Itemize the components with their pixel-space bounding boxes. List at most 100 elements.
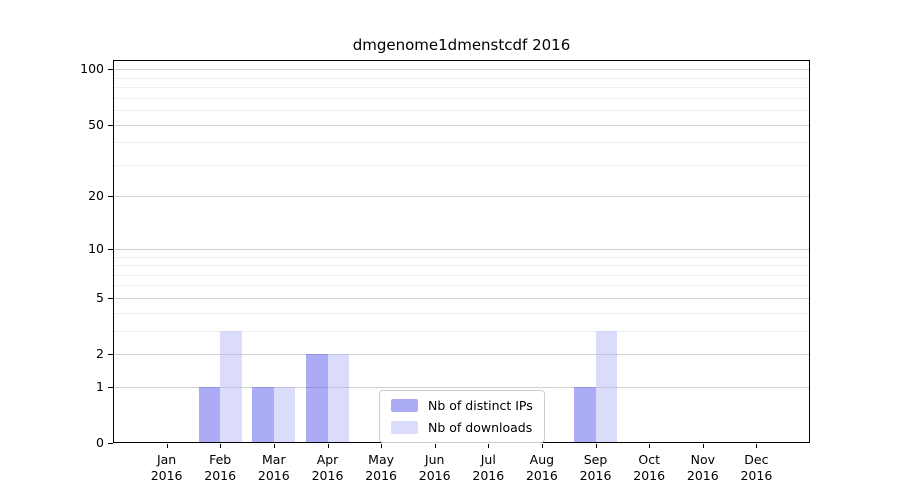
y-tick-label: 10 — [88, 240, 104, 256]
x-tick-label: Jan 2016 — [139, 452, 195, 484]
legend-item: Nb of downloads — [391, 420, 533, 435]
x-tick-year: 2016 — [418, 468, 451, 483]
bar-distinct-ips — [198, 386, 221, 442]
gridline-minor — [114, 164, 809, 166]
gridline-minor — [114, 265, 809, 266]
bar-downloads — [595, 330, 617, 442]
x-tick-label: Jul 2016 — [460, 452, 516, 484]
x-tick-month: Jun — [424, 452, 445, 467]
y-tick — [108, 443, 113, 444]
y-tick-label: 20 — [88, 188, 104, 204]
bar-distinct-ips — [574, 386, 596, 442]
gridline-major — [114, 354, 809, 355]
bar-downloads — [220, 330, 242, 442]
x-tick-label: Nov 2016 — [675, 452, 731, 484]
x-tick-month: Aug — [529, 452, 555, 467]
y-tick — [108, 69, 113, 71]
legend-swatch — [391, 399, 418, 412]
chart-title: dmgenome1dmenstcdf 2016 — [352, 36, 571, 54]
x-tick-month: Sep — [583, 452, 608, 467]
y-tick — [108, 124, 113, 126]
legend-label: Nb of downloads — [428, 420, 533, 435]
gridline-minor — [114, 312, 809, 314]
x-tick-label: Feb 2016 — [192, 452, 248, 484]
x-tick-year: 2016 — [150, 468, 183, 483]
bar-downloads — [327, 354, 349, 442]
plot-area-border — [113, 60, 810, 443]
y-tick-label: 2 — [96, 346, 104, 361]
legend: Nb of distinct IPs Nb of downloads — [379, 390, 545, 443]
bar-distinct-ips — [306, 354, 328, 442]
x-tick-label: Apr 2016 — [300, 452, 356, 484]
x-tick-year: 2016 — [579, 468, 612, 483]
gridline-minor — [114, 109, 809, 111]
x-tick-month: Oct — [638, 452, 660, 467]
gridline-minor — [114, 87, 809, 88]
y-tick — [108, 248, 113, 250]
x-tick-year: 2016 — [204, 468, 237, 483]
x-tick-year: 2016 — [633, 468, 666, 483]
x-tick-month: Mar — [262, 452, 286, 467]
x-tick — [595, 444, 597, 448]
x-tick — [702, 444, 704, 448]
legend-item: Nb of distinct IPs — [391, 398, 533, 413]
x-tick-month: Feb — [209, 452, 232, 467]
x-tick-label: Dec 2016 — [728, 452, 784, 484]
x-tick-month: Dec — [744, 452, 769, 467]
gridline-minor — [114, 97, 809, 99]
x-tick-month: Jan — [156, 452, 177, 467]
x-tick-year: 2016 — [365, 468, 397, 483]
x-tick-label: Jun 2016 — [407, 452, 463, 484]
gridline-minor — [114, 77, 809, 79]
x-tick — [541, 444, 543, 448]
y-tick — [108, 354, 113, 355]
y-tick — [108, 196, 113, 198]
x-tick-year: 2016 — [257, 468, 290, 483]
x-tick — [273, 444, 275, 448]
y-tick-label: 0 — [96, 435, 104, 450]
x-tick-year: 2016 — [740, 468, 773, 483]
y-tick — [108, 297, 113, 299]
gridline-minor — [114, 256, 809, 258]
x-tick — [649, 444, 651, 448]
y-tick-label: 50 — [88, 116, 104, 132]
gridline-major — [114, 69, 809, 71]
gridline-minor — [114, 274, 809, 276]
gridline-major — [114, 297, 809, 299]
legend-label: Nb of distinct IPs — [428, 398, 533, 413]
bar-distinct-ips — [252, 386, 274, 442]
gridline-major — [114, 386, 809, 388]
gridline-minor — [114, 142, 809, 144]
x-tick-label: Aug 2016 — [514, 452, 570, 484]
y-tick-label: 5 — [96, 289, 104, 305]
x-tick — [166, 444, 168, 448]
x-tick-year: 2016 — [311, 468, 344, 483]
gridline-minor — [114, 330, 809, 332]
gridline-major — [114, 248, 809, 250]
x-tick-month: Jul — [480, 452, 496, 467]
x-tick-label: Oct 2016 — [621, 452, 677, 484]
x-tick — [488, 444, 490, 448]
y-tick-label: 100 — [80, 61, 104, 77]
gridline-major — [114, 196, 809, 198]
x-tick-label: May 2016 — [353, 452, 409, 484]
x-tick-label: Mar 2016 — [246, 452, 302, 484]
x-tick — [756, 444, 758, 448]
legend-swatch — [391, 421, 418, 434]
y-tick — [108, 386, 113, 388]
bar-downloads — [273, 386, 296, 442]
x-tick-label: Sep 2016 — [568, 452, 624, 484]
x-tick-month: May — [368, 452, 395, 467]
y-tick-label: 1 — [96, 378, 104, 394]
x-tick-year: 2016 — [686, 468, 719, 483]
gridline-major — [114, 124, 809, 126]
x-tick-year: 2016 — [525, 468, 558, 483]
gridline-minor — [114, 285, 809, 287]
x-tick — [327, 444, 329, 448]
x-tick-month: Apr — [316, 452, 339, 467]
x-tick — [381, 444, 383, 448]
x-tick-year: 2016 — [472, 468, 505, 483]
x-tick-month: Nov — [690, 452, 715, 467]
x-tick — [434, 444, 436, 448]
